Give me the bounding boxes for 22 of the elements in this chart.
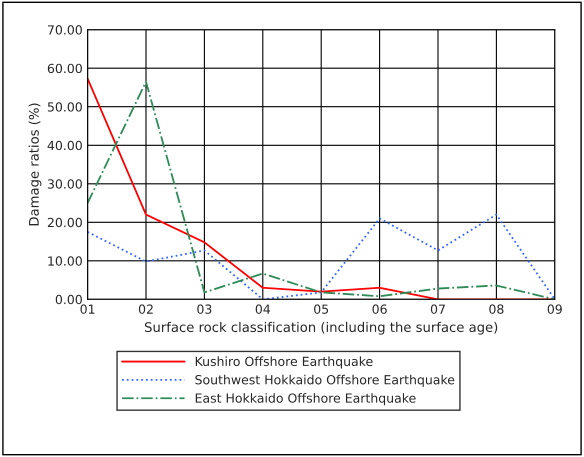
y-tick-label: 60.00	[48, 64, 82, 74]
x-tick-label: 03	[197, 304, 212, 314]
x-tick-label: 05	[314, 304, 328, 314]
y-tick-label: 20.00	[48, 218, 82, 228]
y-tick-label: 30.00	[48, 179, 82, 189]
x-tick-label: 08	[489, 304, 504, 314]
x-tick-label: 01	[80, 304, 94, 314]
legend-label: Southwest Hokkaido Offshore Earthquake	[195, 374, 454, 387]
y-tick-label: 40.00	[48, 140, 82, 150]
x-tick-label: 04	[256, 304, 270, 314]
y-tick-label: 0.00	[56, 294, 82, 304]
x-tick-label: 07	[430, 304, 445, 314]
legend-label: East Hokkaido Offshore Earthquake	[196, 393, 416, 406]
legend-label: Kushiro Offshore Earthquake	[196, 356, 373, 369]
x-axis-title: Surface rock classification (including the surface age)	[144, 322, 498, 335]
y-tick-label: 50.00	[48, 102, 82, 112]
y-tick-label: 70.00	[48, 25, 82, 35]
x-tick-label: 02	[138, 304, 153, 314]
y-axis-title: Damage ratios (%)	[28, 104, 42, 226]
x-tick-label: 06	[372, 304, 387, 314]
y-tick-label: 10.00	[48, 256, 82, 266]
x-tick-label: 09	[548, 304, 562, 314]
